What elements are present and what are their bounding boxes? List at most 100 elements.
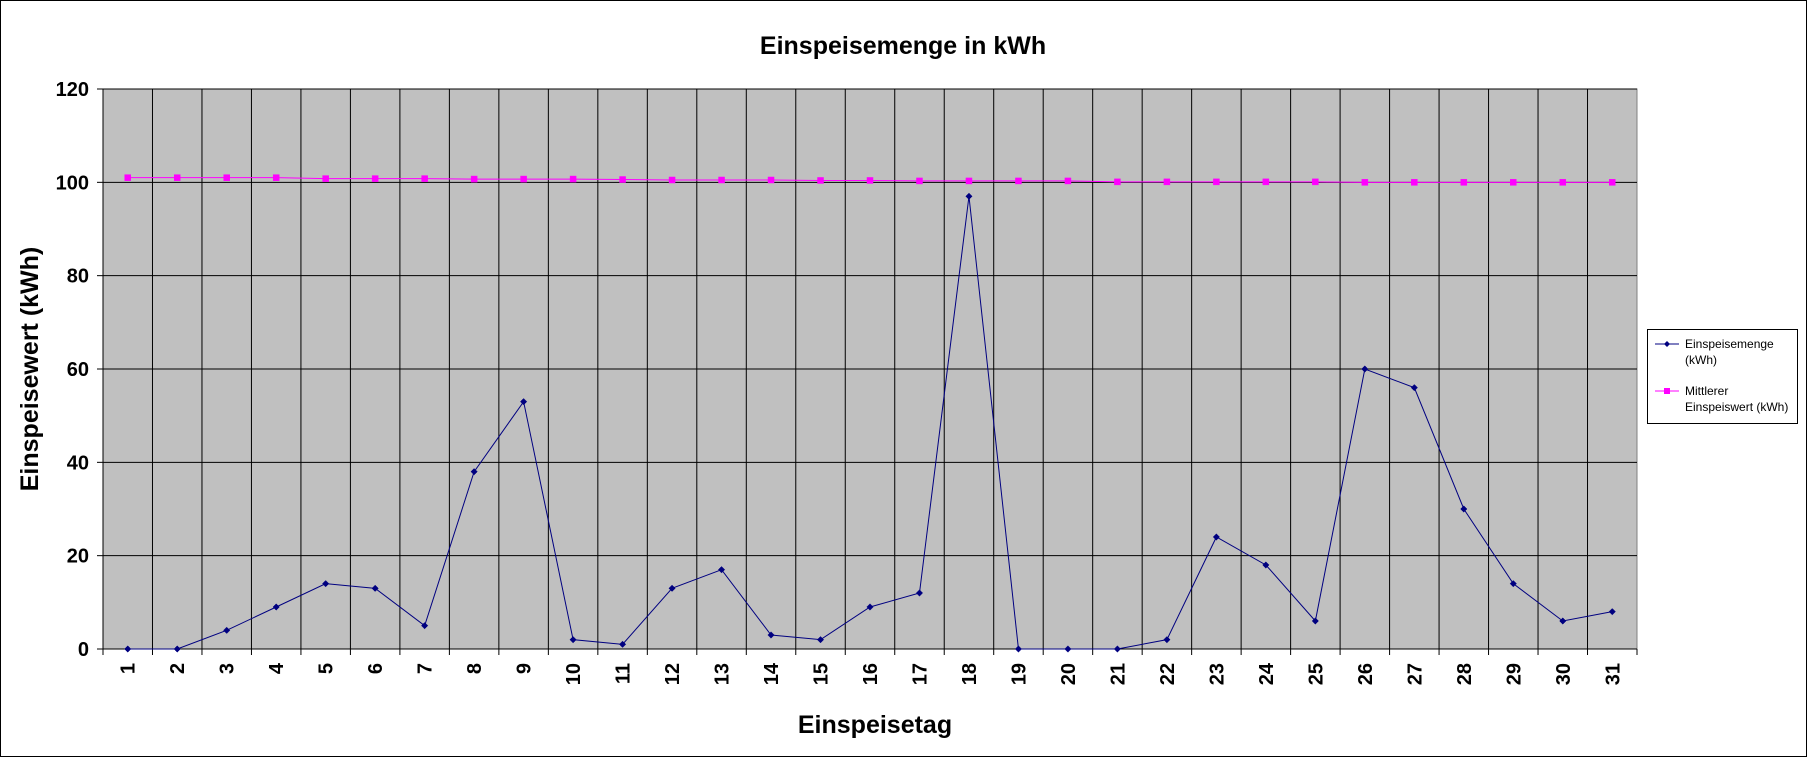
data-point (272, 603, 280, 611)
data-point (816, 636, 825, 644)
data-point (1015, 177, 1022, 185)
y-tick-label: 100 (56, 172, 89, 194)
x-tick-label: 23 (1206, 663, 1228, 685)
y-tick-label: 20 (67, 546, 89, 568)
data-point (1014, 645, 1023, 653)
legend: Einspeisemenge (kWh) Mittlerer Einspeiswert… (1647, 329, 1798, 424)
y-axis-ticks: 0 20 40 60 80 100 120 (56, 79, 103, 661)
y-tick-label: 80 (67, 266, 89, 288)
data-point (668, 176, 676, 184)
x-tick-label: 18 (959, 663, 981, 685)
x-tick-label: 6 (365, 663, 387, 674)
x-tick-label: 10 (563, 663, 585, 685)
x-tick-label: 16 (860, 663, 882, 685)
x-tick-label: 11 (613, 663, 635, 684)
data-point (1609, 179, 1616, 186)
x-tick-label: 15 (811, 663, 833, 685)
x-tick-label: 1 (118, 663, 140, 674)
data-point (915, 589, 924, 597)
data-point (1262, 561, 1270, 569)
x-tick-label: 5 (316, 663, 338, 674)
data-point (1361, 179, 1369, 186)
data-point (371, 584, 379, 592)
y-tick-label: 120 (56, 79, 89, 101)
data-point (322, 175, 329, 182)
x-tick-label: 14 (761, 662, 783, 685)
data-point (1510, 179, 1517, 186)
legend-item-1: Einspeisemenge (kWh) (1655, 337, 1774, 367)
data-point (965, 192, 973, 200)
legend-label: Mittlerer (1685, 384, 1728, 398)
x-tick-label: 24 (1256, 662, 1278, 685)
data-point (322, 580, 330, 588)
x-tick-label: 20 (1058, 663, 1080, 685)
x-tick-label: 2 (167, 663, 189, 674)
data-point (1361, 365, 1369, 373)
legend-marker (1664, 388, 1670, 394)
x-tick-label: 22 (1157, 663, 1179, 685)
data-point (173, 174, 181, 181)
x-tick-label: 21 (1107, 663, 1129, 685)
legend-label: (kWh) (1685, 353, 1717, 367)
data-point (717, 566, 726, 574)
data-point (916, 177, 923, 185)
data-point (619, 176, 626, 183)
x-axis-ticks: 1 2 3 4 5 6 7 8 9 10 11 12 13 14 15 16 17 18 19 20 21 22 23 24 2… (102, 649, 1638, 685)
x-tick-label: 29 (1503, 663, 1525, 685)
x-tick-label: 31 (1602, 663, 1624, 685)
series-2 (124, 174, 1616, 186)
y-tick-label: 60 (67, 359, 89, 381)
data-point (223, 626, 231, 634)
data-point (1113, 645, 1121, 653)
legend-box (1647, 329, 1798, 424)
x-tick-label: 28 (1454, 663, 1476, 685)
x-tick-label: 17 (909, 663, 931, 685)
data-point (1410, 384, 1418, 392)
data-point (173, 645, 181, 653)
data-point (767, 176, 775, 184)
legend-marker (1664, 341, 1670, 347)
legend-label: Einspeisemenge (1685, 337, 1774, 351)
data-point (1213, 178, 1220, 186)
x-tick-label: 12 (662, 663, 684, 685)
legend-label: Einspeiswert (kWh) (1685, 400, 1788, 414)
data-point (421, 622, 429, 630)
x-tick-label: 13 (712, 663, 734, 685)
data-point (1460, 505, 1468, 513)
data-point (470, 175, 478, 183)
data-point (371, 175, 379, 182)
legend-item-2: Mittlerer Einspeiswert (kWh) (1655, 384, 1788, 414)
data-point (470, 468, 478, 476)
x-tick-label: 19 (1008, 663, 1030, 685)
y-tick-label: 0 (78, 639, 89, 661)
series-layer (124, 174, 1616, 653)
data-point (569, 175, 577, 183)
data-point (1064, 177, 1072, 185)
x-tick-label: 8 (464, 663, 486, 674)
y-axis-title: Einspeisewert (kWh) (16, 247, 44, 492)
data-point (421, 175, 428, 182)
data-point (1163, 178, 1171, 186)
x-tick-label: 26 (1355, 663, 1377, 685)
x-axis-title: Einspeisetag (798, 711, 952, 739)
x-tick-label: 3 (217, 663, 239, 674)
data-point (124, 645, 132, 653)
data-point (965, 177, 973, 185)
data-point (520, 175, 527, 183)
data-point (1312, 178, 1319, 186)
data-point (817, 177, 824, 184)
data-point (866, 603, 874, 611)
data-point (718, 176, 725, 184)
data-point (1460, 179, 1468, 186)
data-point (1114, 178, 1121, 186)
data-point (1212, 533, 1220, 541)
data-point (767, 631, 775, 639)
data-point (668, 584, 676, 592)
data-point (1311, 617, 1319, 625)
data-point (272, 174, 280, 181)
data-point (1262, 178, 1270, 186)
series-1 (124, 192, 1616, 653)
x-tick-label: 9 (514, 663, 536, 674)
